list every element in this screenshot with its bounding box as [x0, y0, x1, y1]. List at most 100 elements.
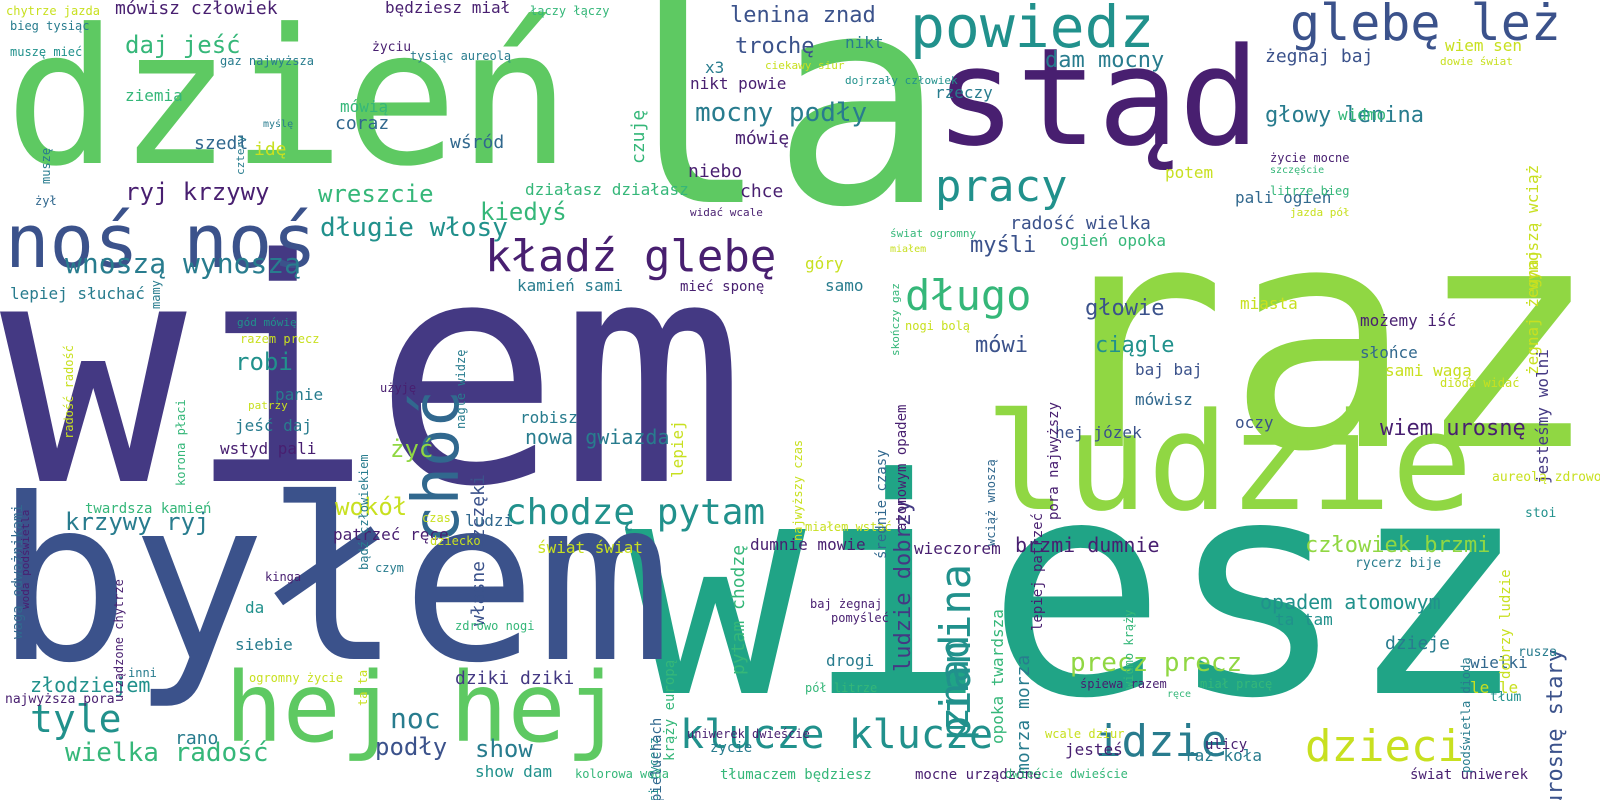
cloud-word: dam mocny	[1045, 48, 1165, 73]
cloud-word: wciąż wnoszą	[984, 459, 998, 546]
cloud-word: la	[595, 0, 947, 271]
cloud-word: dowie świat	[1440, 55, 1513, 68]
cloud-word: powiedz	[910, 0, 1155, 61]
cloud-word: kolorowa woda	[575, 767, 669, 781]
cloud-word: podły	[375, 733, 448, 761]
cloud-word: ogromny życie	[249, 671, 343, 685]
cloud-word: zdrowo nogi	[455, 619, 535, 633]
cloud-word: jazda pół	[1290, 206, 1350, 219]
cloud-word: samo	[825, 276, 864, 295]
cloud-word: raz koła	[1185, 746, 1263, 765]
cloud-word: hej	[225, 652, 399, 764]
cloud-word: lenina znad	[730, 3, 876, 28]
cloud-word: noc	[390, 702, 441, 735]
cloud-word: góry	[805, 254, 844, 273]
cloud-word: życie	[710, 740, 753, 756]
cloud-word: dojrzały człowiek	[845, 74, 958, 87]
cloud-word: szedł	[194, 133, 249, 154]
cloud-word: wiesz	[625, 415, 1529, 764]
cloud-word: ręce	[1167, 689, 1192, 700]
cloud-word: kiedyś	[480, 198, 567, 226]
cloud-word: widmo	[1338, 105, 1387, 124]
cloud-word: mówisz człowiek	[115, 0, 278, 19]
cloud-word: własne szczęki	[468, 474, 489, 626]
cloud-word: show dam	[475, 762, 553, 781]
cloud-word: trochę	[735, 34, 815, 59]
cloud-word: raz	[1040, 159, 1600, 520]
cloud-word: ta tam	[1275, 610, 1333, 629]
cloud-word: show	[475, 735, 533, 763]
cloud-word: tłum	[1490, 690, 1522, 705]
cloud-word: drogi	[826, 651, 875, 670]
cloud-word: muszę	[39, 147, 53, 184]
cloud-word: mocny podły	[695, 98, 868, 128]
cloud-word: jeść daj	[235, 416, 313, 435]
cloud-word: kamień sami	[517, 276, 623, 295]
cloud-word: wcale dziur	[1045, 727, 1125, 741]
cloud-word: mówisz	[1135, 390, 1193, 409]
cloud-word: chytrze jazda	[6, 4, 100, 18]
cloud-word: hej	[450, 652, 624, 764]
cloud-word: niebo	[688, 161, 743, 182]
cloud-word: le le	[1470, 678, 1519, 697]
cloud-word: nikt	[845, 33, 884, 52]
cloud-word: zostać pieluchach	[649, 717, 665, 800]
cloud-word: średnie czasy	[874, 449, 890, 559]
cloud-word: nowa gwiazda	[525, 425, 670, 449]
cloud-word: łączy łączy	[530, 4, 610, 18]
cloud-word: kładź glebę	[485, 231, 777, 282]
cloud-word: ryj krzywy	[125, 178, 270, 206]
cloud-word: wstyd pali	[220, 439, 317, 458]
cloud-word: uniwerek dwieście	[687, 727, 810, 741]
cloud-word: razem precz	[240, 332, 320, 346]
cloud-word: głowie	[1085, 296, 1165, 321]
cloud-word: woda podświetla	[19, 509, 32, 609]
cloud-word: czuję	[628, 109, 649, 164]
cloud-word: jesteśmy wolni	[1533, 349, 1552, 484]
cloud-word: cztery	[234, 135, 247, 175]
cloud-word: wiem sen	[1445, 36, 1523, 55]
cloud-word: oczy	[1235, 413, 1274, 432]
cloud-word: rano	[175, 728, 219, 749]
cloud-word: mamy	[149, 280, 163, 309]
cloud-word: radość radość	[62, 345, 76, 439]
cloud-word: aureolą zdrowo	[1492, 470, 1600, 485]
cloud-word: znad	[932, 634, 978, 731]
cloud-word: opoka twardsza	[988, 609, 1007, 744]
cloud-word: najwyższy czas	[791, 439, 805, 541]
cloud-word: wiem urosnę	[1380, 416, 1526, 441]
cloud-word: robi	[235, 348, 293, 376]
cloud-word: dzień	[5, 0, 571, 208]
cloud-word: widać wcale	[690, 206, 763, 219]
cloud-word: opadem atomowym	[1260, 590, 1441, 614]
cloud-word: pytam chodzę	[728, 544, 749, 675]
cloud-word: głowy lenina	[1265, 103, 1424, 128]
cloud-word: wśród	[450, 132, 505, 153]
cloud-word: byłem	[0, 451, 673, 713]
cloud-word: widmo krąży	[1122, 609, 1136, 689]
cloud-word: pracy	[935, 161, 1068, 212]
cloud-word: patrzy	[248, 399, 288, 412]
cloud-word: robisz	[520, 408, 578, 427]
cloud-word: bądź człowiekiem	[357, 454, 371, 570]
cloud-word: panie	[275, 385, 324, 404]
cloud-word: mówią	[340, 97, 389, 116]
cloud-word: nagle widzę	[454, 349, 468, 429]
cloud-word: tysiąc aureolą	[410, 49, 512, 63]
cloud-word: długie włosy	[320, 213, 508, 243]
cloud-word: wieczorem	[914, 539, 1001, 558]
cloud-word: krąży europą	[662, 659, 678, 761]
cloud-word: dzieje	[1385, 633, 1451, 654]
cloud-word: podświetla dioda	[1459, 657, 1473, 773]
cloud-word: dziki dziki	[455, 668, 575, 689]
cloud-word: miał pracę	[1200, 677, 1273, 691]
cloud-word: żegnaj baj	[1265, 46, 1374, 67]
cloud-word: radość wielka	[1010, 213, 1151, 234]
cloud-word: kinga	[265, 570, 302, 584]
cloud-word: litrze bieg	[1270, 184, 1350, 198]
cloud-word: tyle	[30, 697, 122, 741]
cloud-word: nikt powie	[690, 74, 787, 93]
cloud-word: pora najwyższy	[1046, 401, 1062, 520]
cloud-word: stoi	[1525, 506, 1557, 521]
